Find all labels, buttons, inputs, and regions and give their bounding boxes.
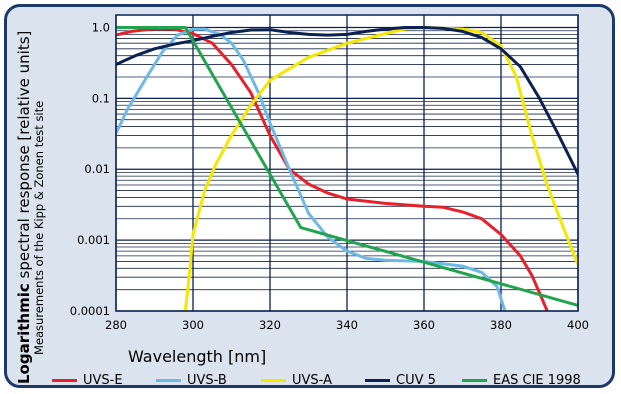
legend-swatch-uvs-e: [52, 378, 77, 382]
legend-label-uvs-b: UVS-B: [187, 372, 227, 388]
y-axis-label: Logarithmic spectral response [relative …: [15, 31, 33, 384]
y-axis-sublabel: Measurements of the Kipp & Zonen test si…: [32, 100, 46, 355]
legend-item-uvs-b: UVS-B: [156, 371, 227, 388]
legend-label-eas-cie-1998: EAS CIE 1998: [493, 372, 581, 388]
series-group: [116, 26, 578, 311]
y-tick-label: 0.0001: [70, 304, 110, 318]
legend-label-cuv-5: CUV 5: [396, 372, 436, 388]
y-axis-label-rest: spectral response [relative units]: [15, 30, 33, 284]
legend-item-cuv-5: CUV 5: [365, 371, 436, 388]
x-tick-label: 280: [105, 318, 127, 332]
legend-item-eas-cie-1998: EAS CIE 1998: [462, 371, 581, 388]
legend-swatch-eas-cie-1998: [462, 378, 487, 382]
y-tick-label: 0.1: [92, 91, 110, 105]
x-tick-label: 360: [413, 318, 435, 332]
legend-label-uvs-e: UVS-E: [83, 372, 123, 388]
series-line-uvs-b: [116, 27, 507, 311]
y-axis-label-bold: Logarithmic: [15, 283, 33, 384]
plot-border: [115, 14, 579, 312]
chart-frame: 0.0001 0.001 0.01 0.1 1.0 280 300 320 340 360 380 4…: [4, 4, 615, 388]
legend-swatch-uvs-a: [261, 378, 286, 382]
x-tick-label: 340: [336, 318, 358, 332]
chart-area: 0.0001 0.001 0.01 0.1 1.0 280 300 320 340 360 380 4…: [70, 14, 589, 332]
x-tick-label: 300: [182, 318, 204, 332]
y-tick-label: 0.01: [84, 162, 110, 176]
legend-item-uvs-a: UVS-A: [261, 371, 332, 388]
legend-swatch-cuv-5: [365, 378, 390, 382]
series-line-eas-cie-1998: [116, 26, 578, 307]
y-tick-label: 0.001: [77, 233, 110, 247]
series-line-uvs-a: [183, 26, 578, 311]
x-tick-label: 380: [490, 318, 512, 332]
legend: UVS-E UVS-B UVS-A CUV 5 EAS CIE 1998: [7, 371, 612, 388]
y-tick-label: 1.0: [92, 20, 110, 34]
legend-label-uvs-a: UVS-A: [292, 372, 332, 388]
x-tick-label: 400: [567, 318, 589, 332]
x-axis-label: Wavelength [nm]: [128, 347, 267, 366]
legend-swatch-uvs-b: [156, 378, 181, 382]
legend-item-uvs-e: UVS-E: [52, 371, 123, 388]
x-tick-label: 320: [259, 318, 281, 332]
